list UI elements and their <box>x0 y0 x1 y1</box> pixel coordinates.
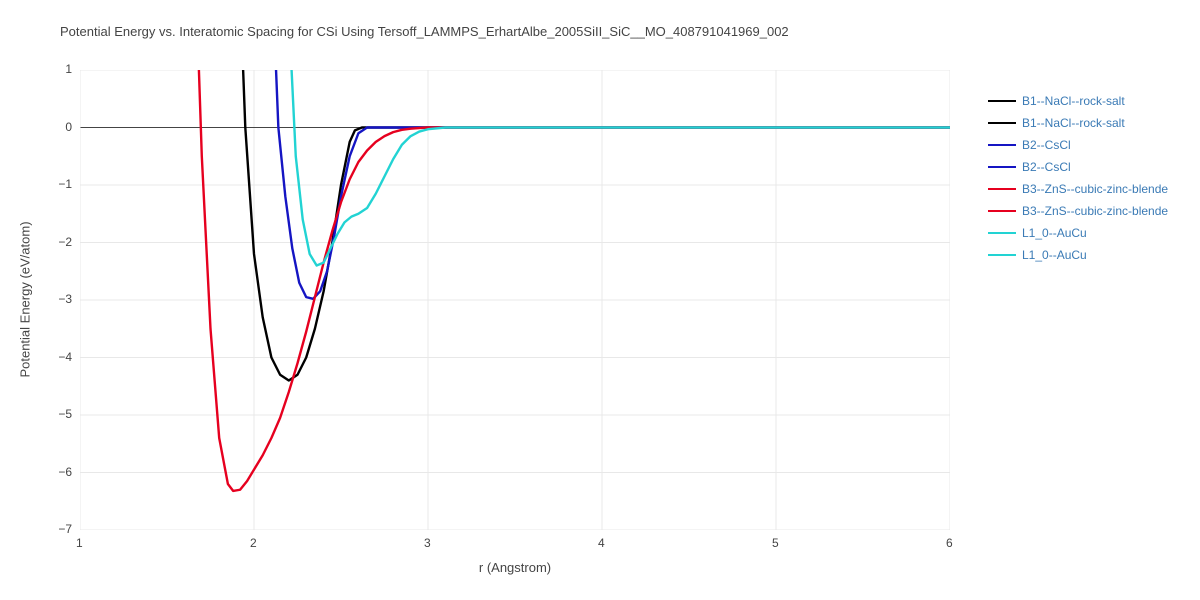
legend-item[interactable]: B3--ZnS--cubic-zinc-blende <box>988 178 1168 200</box>
x-tick-label: 1 <box>76 536 83 550</box>
x-tick-label: 3 <box>424 536 431 550</box>
legend-label: B1--NaCl--rock-salt <box>1022 116 1125 130</box>
legend-item[interactable]: B2--CsCl <box>988 156 1168 178</box>
legend-item[interactable]: B2--CsCl <box>988 134 1168 156</box>
x-tick-label: 4 <box>598 536 605 550</box>
y-tick-label: −2 <box>58 235 72 249</box>
x-tick-label: 2 <box>250 536 257 550</box>
legend-item[interactable]: B1--NaCl--rock-salt <box>988 112 1168 134</box>
y-tick-label: −1 <box>58 177 72 191</box>
chart-title: Potential Energy vs. Interatomic Spacing… <box>60 24 789 39</box>
legend-label: L1_0--AuCu <box>1022 248 1087 262</box>
y-tick-label: 1 <box>65 62 72 76</box>
legend-item[interactable]: L1_0--AuCu <box>988 222 1168 244</box>
legend-label: B3--ZnS--cubic-zinc-blende <box>1022 182 1168 196</box>
y-tick-label: −7 <box>58 522 72 536</box>
legend-label: B1--NaCl--rock-salt <box>1022 94 1125 108</box>
legend-label: B2--CsCl <box>1022 160 1071 174</box>
series-line[interactable] <box>275 70 950 266</box>
legend[interactable]: B1--NaCl--rock-salt B1--NaCl--rock-salt B2… <box>988 90 1168 266</box>
legend-swatch <box>988 100 1016 102</box>
legend-item[interactable]: L1_0--AuCu <box>988 244 1168 266</box>
series-group <box>176 70 950 491</box>
series-line[interactable] <box>219 70 950 381</box>
legend-item[interactable]: B3--ZnS--cubic-zinc-blende <box>988 200 1168 222</box>
series-line[interactable] <box>257 70 950 299</box>
legend-swatch <box>988 144 1016 146</box>
series-line[interactable] <box>176 70 950 491</box>
chart-container: Potential Energy vs. Interatomic Spacing… <box>0 0 1200 600</box>
y-axis-label: Potential Energy (eV/atom) <box>18 200 33 400</box>
legend-swatch <box>988 232 1016 234</box>
x-tick-label: 5 <box>772 536 779 550</box>
legend-swatch <box>988 122 1016 124</box>
legend-label: B3--ZnS--cubic-zinc-blende <box>1022 204 1168 218</box>
y-tick-label: −3 <box>58 292 72 306</box>
y-tick-label: −5 <box>58 407 72 421</box>
legend-swatch <box>988 210 1016 212</box>
legend-item[interactable]: B1--NaCl--rock-salt <box>988 90 1168 112</box>
legend-label: L1_0--AuCu <box>1022 226 1087 240</box>
legend-swatch <box>988 166 1016 168</box>
legend-label: B2--CsCl <box>1022 138 1071 152</box>
y-tick-label: −6 <box>58 465 72 479</box>
legend-swatch <box>988 188 1016 190</box>
y-tick-label: −4 <box>58 350 72 364</box>
legend-swatch <box>988 254 1016 256</box>
gridlines <box>80 70 950 530</box>
x-tick-label: 6 <box>946 536 953 550</box>
x-axis-label: r (Angstrom) <box>415 560 615 575</box>
plot-area[interactable] <box>80 70 950 530</box>
y-tick-label: 0 <box>65 120 72 134</box>
